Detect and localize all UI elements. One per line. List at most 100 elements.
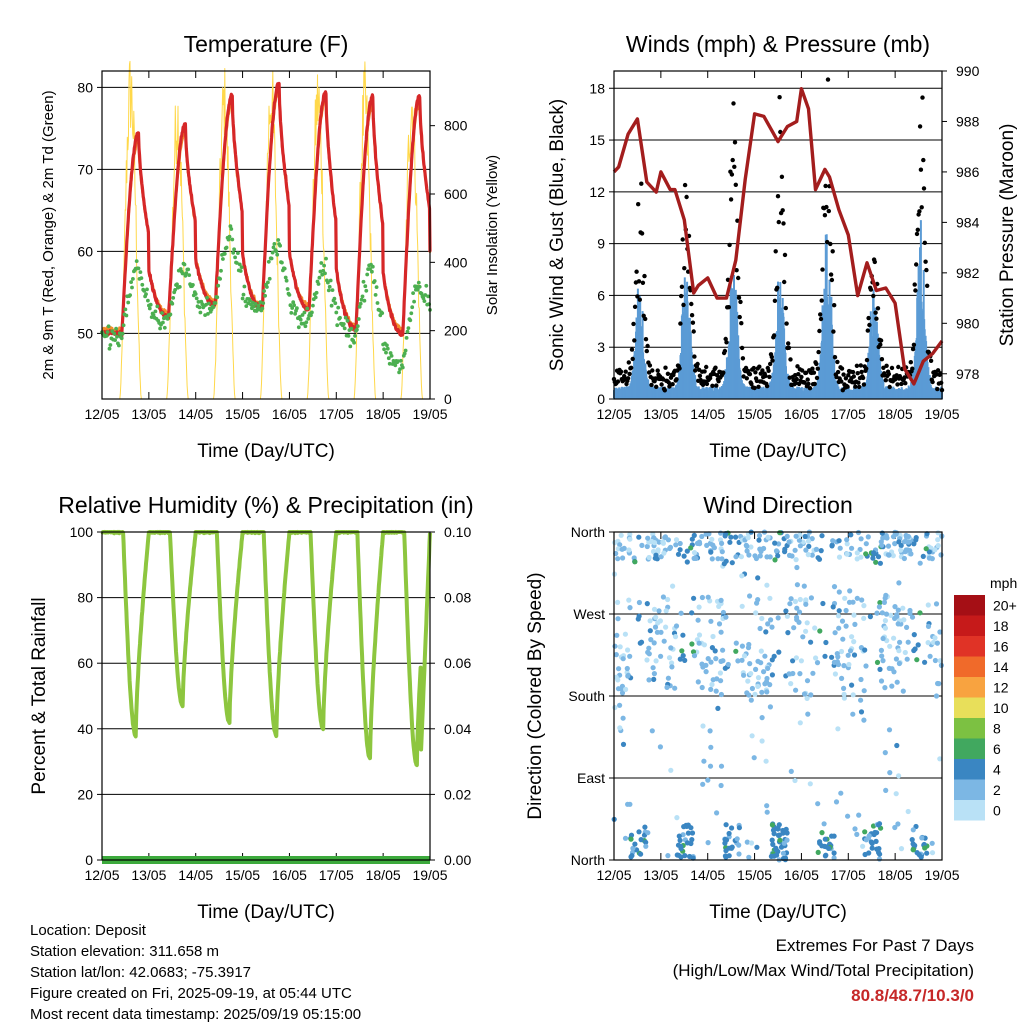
direction-point — [831, 855, 837, 861]
direction-point — [643, 839, 649, 845]
gust-point — [635, 294, 640, 299]
direction-point — [888, 612, 894, 619]
direction-point — [660, 594, 667, 600]
direction-point — [893, 530, 900, 536]
y-tick-label: 70 — [77, 161, 93, 177]
dewpoint-point — [411, 291, 415, 295]
gust-point — [806, 381, 811, 387]
direction-point — [844, 551, 850, 557]
direction-point — [858, 676, 864, 683]
gust-point — [729, 172, 735, 177]
dewpoint-point — [238, 269, 243, 273]
direction-point — [773, 548, 780, 554]
y-tick-right-label: 0.02 — [444, 786, 471, 802]
direction-point — [638, 837, 644, 843]
chart-panel-1: Temperature (F) Time (Day/UTC) 12/05 13/05 1… — [40, 31, 501, 462]
x-tick-label: 16/05 — [784, 867, 819, 883]
speed-legend: mph 20+ 18 16 14 12 10 8 6 4 2 0 — [954, 575, 1017, 821]
gust-point — [636, 202, 641, 207]
dewpoint-point — [385, 343, 389, 348]
direction-point — [879, 610, 886, 616]
gust-point — [854, 363, 860, 368]
direction-point — [880, 635, 886, 642]
direction-point — [843, 623, 849, 629]
direction-point — [851, 652, 858, 658]
gust-point — [913, 288, 918, 293]
gust-point — [747, 372, 753, 377]
gust-point — [663, 365, 668, 370]
dewpoint-point — [206, 312, 210, 316]
dewpoint-point — [322, 263, 326, 268]
direction-point — [892, 604, 898, 610]
direction-point — [681, 553, 687, 559]
direction-point — [910, 827, 916, 833]
dewpoint-point — [274, 249, 279, 254]
gust-point — [924, 267, 929, 273]
dewpoint-point — [256, 303, 261, 308]
gust-point — [816, 349, 821, 355]
direction-point — [707, 763, 714, 769]
direction-point — [699, 684, 705, 691]
direction-point — [894, 679, 900, 685]
direction-point — [886, 727, 893, 733]
direction-point — [643, 843, 649, 849]
gust-point — [740, 356, 746, 361]
direction-point — [884, 535, 890, 541]
gust-point — [627, 371, 632, 377]
y-tick-label: South — [568, 688, 605, 704]
direction-point — [901, 617, 907, 623]
dewpoint-point — [363, 284, 368, 289]
gust-point — [739, 345, 745, 351]
gust-point — [784, 321, 789, 326]
direction-point — [847, 588, 853, 594]
legend-swatch — [954, 656, 985, 677]
direction-point — [822, 836, 828, 842]
dewpoint-point — [134, 259, 139, 263]
dewpoint-point — [267, 276, 272, 281]
direction-point — [676, 852, 682, 858]
gust-point — [767, 374, 772, 380]
dewpoint-point — [326, 288, 331, 293]
dewpoint-point — [177, 285, 182, 289]
gust-point — [722, 348, 728, 354]
direction-point — [808, 692, 814, 698]
direction-point — [912, 646, 918, 652]
direction-point — [898, 547, 904, 553]
direction-point — [790, 658, 796, 664]
direction-point — [922, 845, 928, 851]
dewpoint-point — [328, 278, 333, 283]
gust-point — [763, 373, 768, 379]
x-tick-label: 17/05 — [319, 406, 354, 422]
direction-point — [844, 541, 850, 547]
gust-point — [631, 321, 636, 327]
gust-point — [878, 338, 884, 343]
direction-point — [836, 625, 842, 631]
direction-point — [785, 630, 791, 636]
direction-point — [826, 845, 832, 852]
gust-point — [858, 363, 863, 368]
y-tick-label: 80 — [77, 590, 93, 606]
direction-point — [658, 554, 664, 560]
dewpoint-point — [417, 284, 422, 289]
direction-point — [771, 831, 777, 837]
direction-point — [748, 671, 754, 677]
legend-label: 2 — [993, 782, 1001, 798]
direction-point — [764, 689, 770, 695]
x-tick-label: 13/05 — [131, 406, 166, 422]
direction-point — [854, 550, 860, 556]
direction-point — [645, 535, 651, 541]
dewpoint-point — [107, 346, 112, 351]
direction-point — [739, 657, 745, 663]
direction-point — [739, 603, 745, 609]
dewpoint-point — [129, 280, 134, 284]
dewpoint-point — [319, 261, 324, 265]
plot-border — [101, 531, 431, 861]
gust-point — [775, 285, 780, 290]
y-tick-label: East — [577, 770, 605, 786]
y-tick-right-label: 0.04 — [444, 721, 471, 737]
direction-point — [753, 555, 760, 562]
dewpoint-point — [184, 271, 189, 275]
gust-point — [739, 321, 744, 326]
dewpoint-point — [240, 296, 245, 301]
gust-point — [662, 388, 667, 393]
